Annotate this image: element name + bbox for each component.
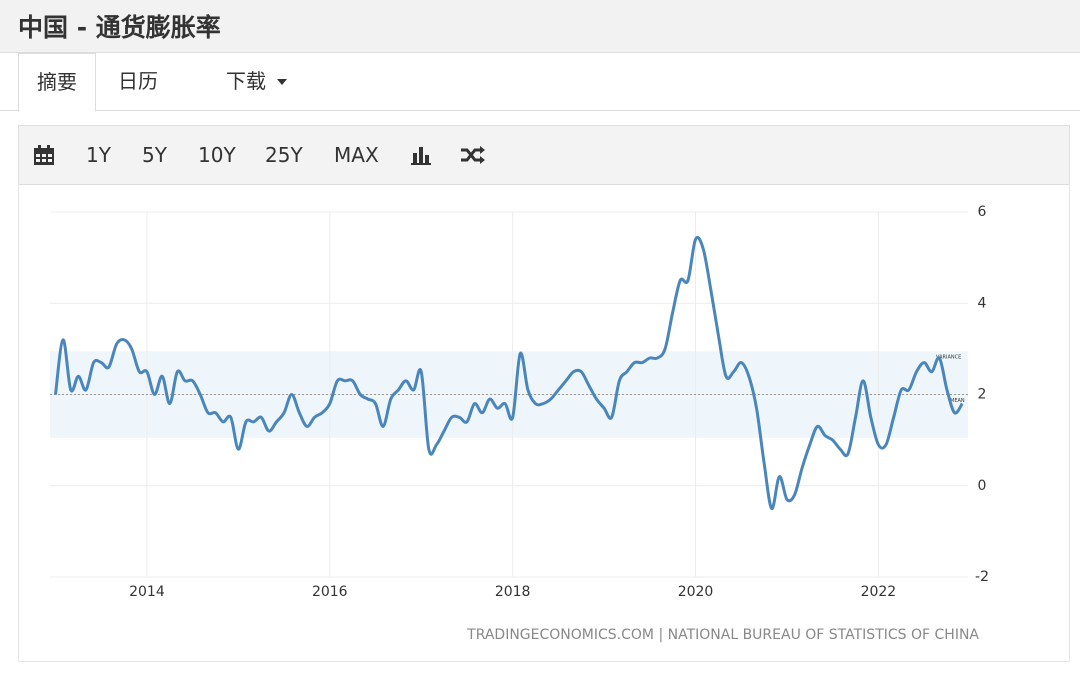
tab[interactable]: 日历 <box>118 69 158 93</box>
header: 中国 - 通货膨胀率 <box>0 0 1080 53</box>
y-tick-label: -2 <box>975 569 989 585</box>
chart: TRADINGECONOMICS.COM | NATIONAL BUREAU O… <box>50 204 989 643</box>
x-tick-label: 2020 <box>678 584 714 600</box>
x-tick-label: 2022 <box>861 584 897 600</box>
page-title: 中国 - 通货膨胀率 <box>18 13 221 42</box>
mean-label: MEAN <box>950 398 965 404</box>
y-tick-label: 2 <box>978 387 987 403</box>
range-button[interactable]: 5Y <box>142 143 167 167</box>
tab[interactable]: 下载 <box>226 69 266 93</box>
range-button[interactable]: 10Y <box>198 143 236 167</box>
series-line <box>54 235 964 511</box>
tab[interactable]: 摘要 <box>18 53 96 112</box>
y-tick-label: 0 <box>978 478 987 494</box>
range-button[interactable]: 1Y <box>86 143 111 167</box>
range-button[interactable]: 25Y <box>265 143 303 167</box>
x-tick-label: 2016 <box>312 584 348 600</box>
source: TRADINGECONOMICS.COM | NATIONAL BUREAU O… <box>466 627 979 643</box>
y-tick-label: 4 <box>978 295 987 311</box>
toolbar: 1Y 5Y 10Y 25Y MAX <box>18 125 1070 185</box>
calendar-icon[interactable] <box>33 145 55 165</box>
y-tick-label: 6 <box>978 204 987 220</box>
dropdown-caret <box>277 79 287 85</box>
x-tick-label: 2018 <box>495 584 531 600</box>
chart-type-icon[interactable] <box>410 145 432 165</box>
range-button[interactable]: MAX <box>334 143 379 167</box>
band-label: VARIANCE <box>936 355 961 361</box>
compare-icon[interactable] <box>460 145 486 165</box>
x-tick-label: 2014 <box>129 584 165 600</box>
tabs: 摘要 日历 下载 <box>0 53 1080 112</box>
chart-panel <box>18 184 1070 662</box>
